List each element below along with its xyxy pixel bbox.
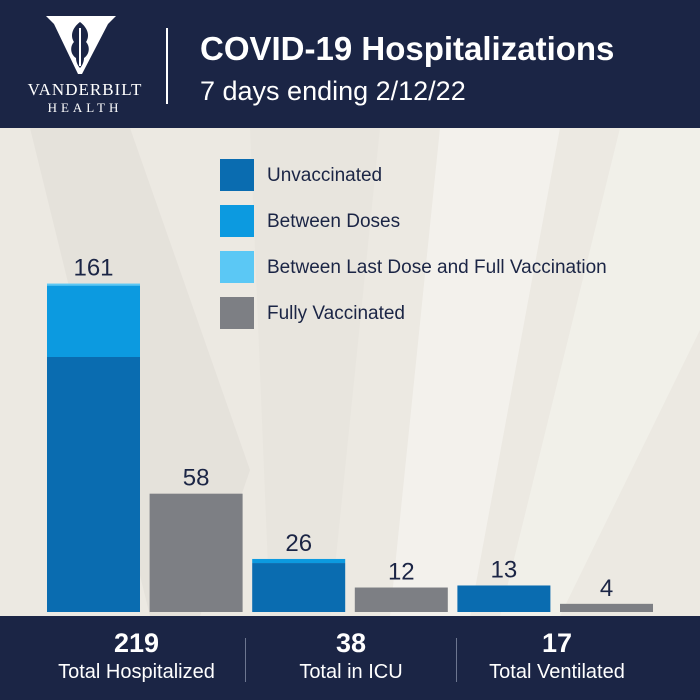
- bar-2: 58: [149, 465, 243, 612]
- stat-label: Total in ICU: [299, 661, 403, 683]
- bar-segment-between-doses: [252, 558, 346, 564]
- legend-swatch: [220, 297, 254, 329]
- stat-value: 38: [335, 628, 367, 658]
- bar-segment-fully-vaccinated: [149, 493, 243, 612]
- header-banner: VANDERBILT HEALTH COVID-19 Hospitalizati…: [0, 0, 700, 128]
- background-ray: [250, 128, 380, 616]
- bar-5: 13: [457, 556, 551, 612]
- page-subtitle: 7 days ending 2/12/22: [200, 76, 466, 106]
- bar-4: 12: [354, 559, 448, 612]
- stat-value: 17: [541, 628, 573, 658]
- legend-swatch: [220, 205, 254, 237]
- bar-value-label: 58: [183, 465, 210, 492]
- bar-3: 26: [252, 530, 346, 612]
- bar-value-label: 26: [285, 530, 312, 557]
- bar-segment-unvaccinated: [457, 585, 551, 612]
- bar-segment-fully-vaccinated: [354, 587, 448, 612]
- brand-subtitle: HEALTH: [47, 100, 123, 115]
- stat-label: Total Hospitalized: [58, 661, 215, 683]
- bar-6: 4: [560, 575, 653, 612]
- stat-total-ventilated: 17 Total Ventilated: [457, 616, 657, 700]
- oak-leaf-logo-icon: [46, 16, 116, 74]
- brand-name: VANDERBILT: [27, 80, 143, 99]
- bars-layer: 161 58 26 12 13 4: [47, 255, 653, 612]
- bar-chart: 161 58 26 12 13 4: [47, 128, 700, 616]
- bar-segment-unvaccinated: [47, 357, 140, 612]
- stat-divider: [456, 638, 457, 682]
- legend-label: Unvaccinated: [267, 165, 383, 186]
- bar-segment-unvaccinated: [252, 563, 346, 612]
- bar-value-label: 161: [73, 255, 113, 282]
- legend-swatch: [220, 251, 254, 283]
- stat-total-hospitalized: 219 Total Hospitalized: [30, 616, 243, 700]
- stat-total-icu: 38 Total in ICU: [246, 616, 456, 700]
- background-ray: [390, 128, 560, 616]
- bar-value-label: 4: [600, 575, 613, 602]
- background-ray: [500, 128, 700, 616]
- legend-label: Between Last Dose and Full Vaccination: [267, 257, 607, 278]
- bar-segment-between-doses: [47, 285, 140, 357]
- header-divider: [166, 28, 168, 104]
- bar-value-label: 12: [388, 559, 415, 586]
- legend-label: Fully Vaccinated: [267, 303, 405, 324]
- stat-label: Total Ventilated: [489, 661, 625, 683]
- totals-footer: 219 Total Hospitalized 38 Total in ICU 1…: [0, 616, 700, 700]
- bar-value-label: 13: [491, 556, 518, 583]
- bar-segment-between-last-dose-and-full-vaccination: [47, 283, 140, 286]
- stat-divider: [245, 638, 246, 682]
- stat-value: 219: [113, 628, 160, 658]
- bar-segment-fully-vaccinated: [560, 603, 653, 612]
- bar-1: 161: [47, 255, 140, 612]
- legend-swatch: [220, 159, 254, 191]
- legend-label: Between Doses: [267, 211, 401, 232]
- page-title: COVID-19 Hospitalizations: [200, 30, 615, 67]
